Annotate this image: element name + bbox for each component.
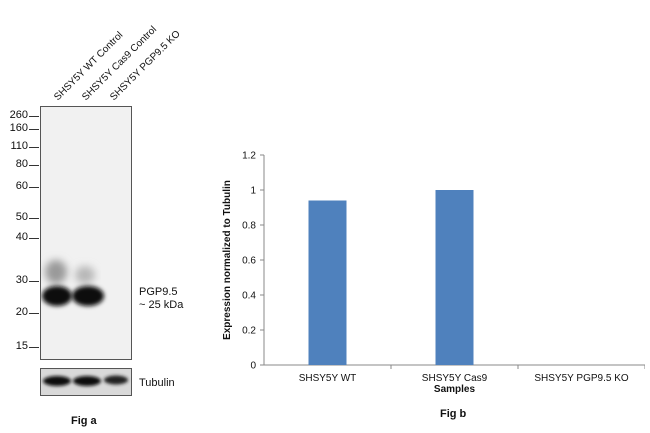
blot-main-panel: [40, 106, 132, 360]
blot-main-bands: [42, 260, 104, 306]
pgp95-band-wt: [42, 286, 72, 306]
caption-fig-b: Fig b: [440, 408, 467, 420]
bar-2: [435, 190, 474, 365]
tubulin-band-cas9: [73, 376, 101, 386]
bar-1: [308, 200, 347, 365]
blot-smear-wt: [45, 260, 67, 284]
y-tick-label: 1.2: [242, 151, 256, 162]
x-category-label: SHSY5Y Cas9: [422, 373, 488, 384]
bar-series: [308, 190, 474, 365]
x-category-label: SHSY5Y PGP9.5 KO: [534, 373, 629, 384]
mw-marker-80: 80: [15, 158, 28, 170]
y-axis-ticks: 0 0.2 0.4 0.6 0.8 1 1.2: [242, 151, 264, 372]
tubulin-band-ko: [104, 375, 128, 385]
y-tick-label: 1: [250, 186, 256, 197]
y-tick-label: 0: [250, 361, 256, 372]
mw-marker-40: 40: [15, 231, 28, 243]
x-category-label: SHSY5Y WT: [299, 373, 357, 384]
mw-tick: [29, 347, 39, 348]
x-axis-label: Samples: [434, 384, 476, 395]
x-axis-categories: SHSY5Y WT SHSY5Y Cas9 SHSY5Y PGP9.5 KO: [299, 365, 645, 384]
pgp95-band-cas9: [72, 286, 104, 306]
mw-tick: [29, 129, 39, 130]
mw-marker-160: 160: [9, 122, 28, 134]
mw-marker-20: 20: [15, 306, 28, 318]
mw-marker-30: 30: [15, 274, 28, 286]
y-tick-label: 0.6: [242, 256, 256, 267]
caption-fig-a: Fig a: [71, 415, 97, 427]
mw-marker-50: 50: [15, 211, 28, 223]
y-axis-label: Expression normalized to Tubulin: [222, 180, 233, 340]
mw-tick: [29, 147, 39, 148]
mw-tick: [29, 238, 39, 239]
y-tick-label: 0.8: [242, 221, 256, 232]
mw-tick: [29, 281, 39, 282]
mw-tick: [29, 218, 39, 219]
mw-tick: [29, 313, 39, 314]
y-tick-label: 0.2: [242, 326, 256, 337]
mw-tick: [29, 187, 39, 188]
mw-marker-15: 15: [15, 340, 28, 352]
band-label-pgp95: PGP9.5: [139, 286, 178, 298]
blot-tubulin-bands: [43, 375, 128, 386]
bar-chart: 00.20.40.60.811.2 SHSY5Y WT SHSY5Y Cas9 SH…: [222, 151, 645, 395]
mw-marker-110: 110: [10, 140, 28, 152]
blot-smear-cas9: [75, 266, 95, 284]
mw-tick: [29, 116, 39, 117]
tubulin-band-wt: [43, 376, 71, 386]
band-label-size: ~ 25 kDa: [139, 299, 184, 311]
mw-marker-260: 260: [9, 109, 28, 121]
blot-tubulin-panel: [40, 368, 132, 396]
y-tick-label: 0.4: [242, 291, 256, 302]
mw-tick: [29, 165, 39, 166]
loading-control-label: Tubulin: [139, 377, 175, 389]
mw-marker-60: 60: [15, 180, 28, 192]
